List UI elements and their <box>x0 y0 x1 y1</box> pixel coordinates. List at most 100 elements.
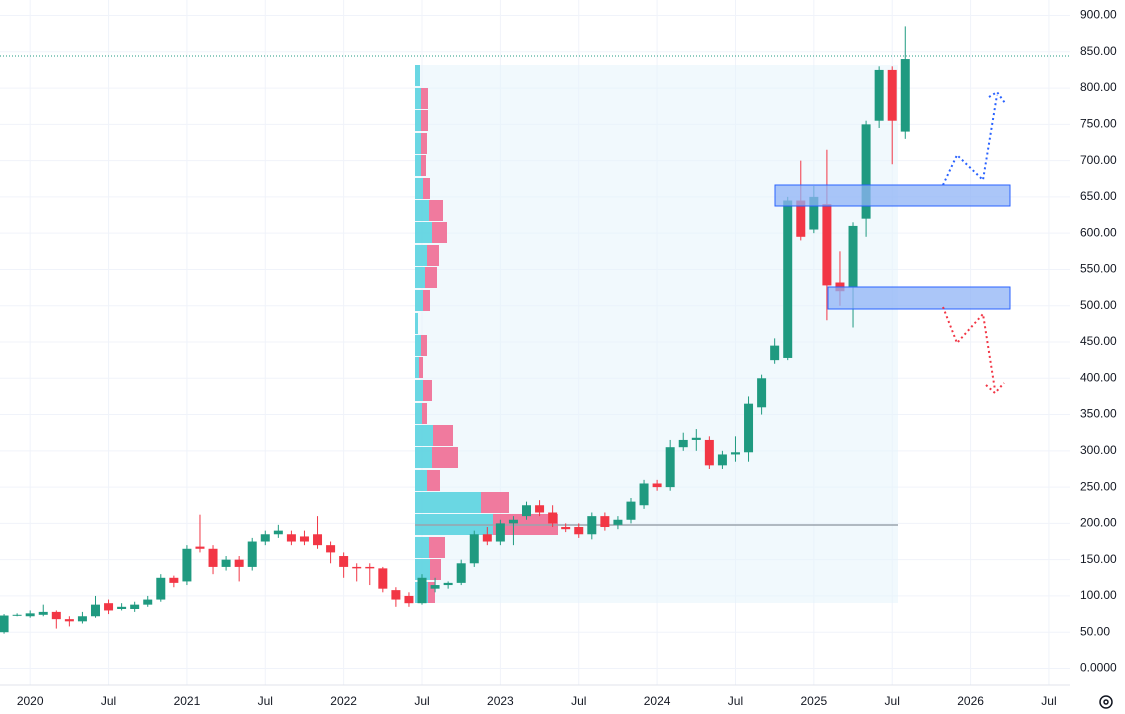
candle-body <box>639 483 649 506</box>
volume-up <box>415 380 423 401</box>
volume-down <box>423 380 432 401</box>
y-tick-label: 850.00 <box>1080 44 1117 58</box>
candle-body <box>613 519 623 525</box>
y-tick-label: 750.00 <box>1080 117 1117 131</box>
candle-body <box>796 200 806 237</box>
y-tick-label: 700.00 <box>1080 153 1117 167</box>
x-tick-label: 2026 <box>957 694 984 708</box>
volume-down <box>421 110 428 131</box>
volume-profile <box>415 65 558 603</box>
candle-body <box>744 403 754 453</box>
candle-body <box>273 530 283 535</box>
candle-body <box>822 204 832 286</box>
volume-down <box>430 559 441 580</box>
candle-body <box>783 200 793 358</box>
candle-body <box>522 505 531 517</box>
candle-body <box>443 582 453 586</box>
candle-body <box>809 196 819 230</box>
candle-body <box>0 615 9 633</box>
candle-body <box>417 577 427 604</box>
volume-down <box>427 245 439 266</box>
volume-down <box>429 537 445 558</box>
volume-up <box>415 222 432 243</box>
x-tick-label: 2025 <box>800 694 827 708</box>
volume-up <box>415 335 421 356</box>
bearish-path <box>942 306 996 391</box>
volume-up <box>415 133 421 154</box>
candle-body <box>404 595 414 604</box>
candle-body <box>64 619 74 622</box>
candle-body <box>326 545 336 553</box>
volume-down <box>421 155 426 176</box>
bearish-arrowhead <box>985 382 1005 395</box>
y-tick-label: 0.0000 <box>1080 661 1117 675</box>
volume-up <box>415 178 423 199</box>
volume-down <box>425 267 437 288</box>
candle-body <box>874 69 884 121</box>
settings-icon[interactable] <box>1099 695 1113 709</box>
y-tick-label: 200.00 <box>1080 516 1117 530</box>
x-tick-label: Jul <box>1041 694 1056 708</box>
candle-body <box>182 548 192 582</box>
candle-body <box>535 505 545 513</box>
candle-body <box>156 577 166 600</box>
x-tick-label: 2020 <box>17 694 44 708</box>
y-tick-label: 100.00 <box>1080 588 1117 602</box>
candle-body <box>339 556 349 567</box>
candle-body <box>247 541 257 567</box>
x-tick-label: Jul <box>258 694 273 708</box>
candle-body <box>482 534 492 542</box>
volume-down <box>419 357 423 378</box>
candle-body <box>234 559 244 567</box>
volume-down <box>423 290 430 311</box>
bullish-arrowhead <box>988 90 1006 104</box>
volume-up <box>415 447 432 468</box>
volume-up <box>415 200 429 221</box>
volume-down <box>433 425 453 446</box>
support-zone <box>827 286 1011 310</box>
candle-body <box>104 603 114 611</box>
settings-icon-center <box>1103 699 1109 705</box>
volume-up <box>415 88 421 109</box>
x-tick-label: 2023 <box>487 694 514 708</box>
candle-body <box>208 548 218 567</box>
candle-body <box>260 534 270 542</box>
volume-down <box>427 470 440 491</box>
candle-body <box>51 611 61 620</box>
candle-body <box>900 59 910 132</box>
x-tick-label: 2022 <box>330 694 357 708</box>
bullish-path <box>942 94 998 186</box>
candle-body <box>665 447 675 488</box>
volume-up <box>415 110 421 131</box>
candle-body <box>456 563 466 583</box>
volume-up <box>415 290 423 311</box>
volume-up <box>415 357 419 378</box>
resistance-zone <box>774 184 1011 207</box>
candle-body <box>352 566 362 569</box>
volume-up <box>415 155 421 176</box>
x-tick-label: 2021 <box>174 694 201 708</box>
candles <box>0 26 910 634</box>
candle-body <box>495 523 505 542</box>
candle-body <box>195 546 205 549</box>
y-tick-label: 900.00 <box>1080 8 1117 22</box>
candle-body <box>861 124 871 219</box>
volume-down <box>421 335 427 356</box>
volume-up <box>415 267 425 288</box>
candle-body <box>378 568 388 589</box>
x-tick-label: 2024 <box>644 694 671 708</box>
candle-body <box>848 225 858 288</box>
volume-down <box>432 222 447 243</box>
volume-down <box>428 582 435 603</box>
candle-body <box>469 534 479 564</box>
candle-body <box>561 527 571 530</box>
y-tick-label: 150.00 <box>1080 552 1117 566</box>
candle-body <box>117 606 127 609</box>
candle-body <box>299 536 309 542</box>
volume-up <box>415 425 433 446</box>
candle-body <box>169 577 179 583</box>
volume-up <box>415 65 420 86</box>
x-tick-label: Jul <box>414 694 429 708</box>
volume-down <box>423 178 430 199</box>
